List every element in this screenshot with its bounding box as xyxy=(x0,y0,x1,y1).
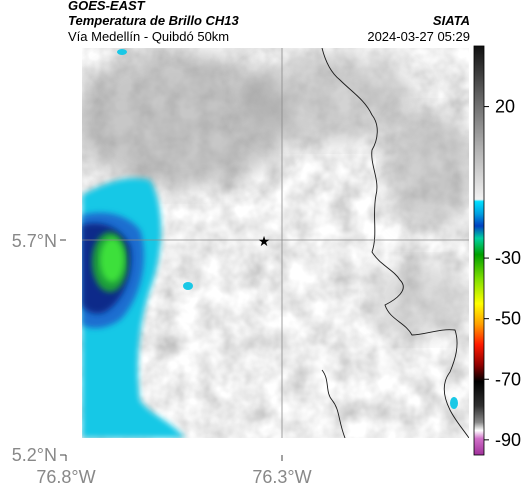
colorbar-label: 20 xyxy=(495,97,515,117)
border-line xyxy=(321,48,469,438)
location-star-icon: ★ xyxy=(258,234,271,250)
organization-label: SIATA xyxy=(432,13,470,28)
product-title: Temperatura de Brillo CH13 xyxy=(68,13,239,28)
satellite-title: GOES-EAST xyxy=(68,0,145,13)
lon-label-76-3: 76.3°W xyxy=(252,467,311,487)
region-subtitle: Vía Medellín - Quibdó 50km xyxy=(68,29,230,44)
colorbar-label: -90 xyxy=(495,430,521,450)
lat-label-5-7: 5.7°N xyxy=(12,231,57,251)
cloud-field xyxy=(82,48,469,438)
lat-label-5-2: 5.2°N xyxy=(12,445,57,465)
colorbar-label: -50 xyxy=(495,309,521,329)
lon-label-76-8: 76.8°W xyxy=(36,467,95,487)
colorbar xyxy=(473,45,485,456)
timestamp-label: 2024-03-27 05:29 xyxy=(367,29,470,44)
colorbar-label: -70 xyxy=(495,369,521,389)
colorbar-label: -30 xyxy=(495,248,521,268)
